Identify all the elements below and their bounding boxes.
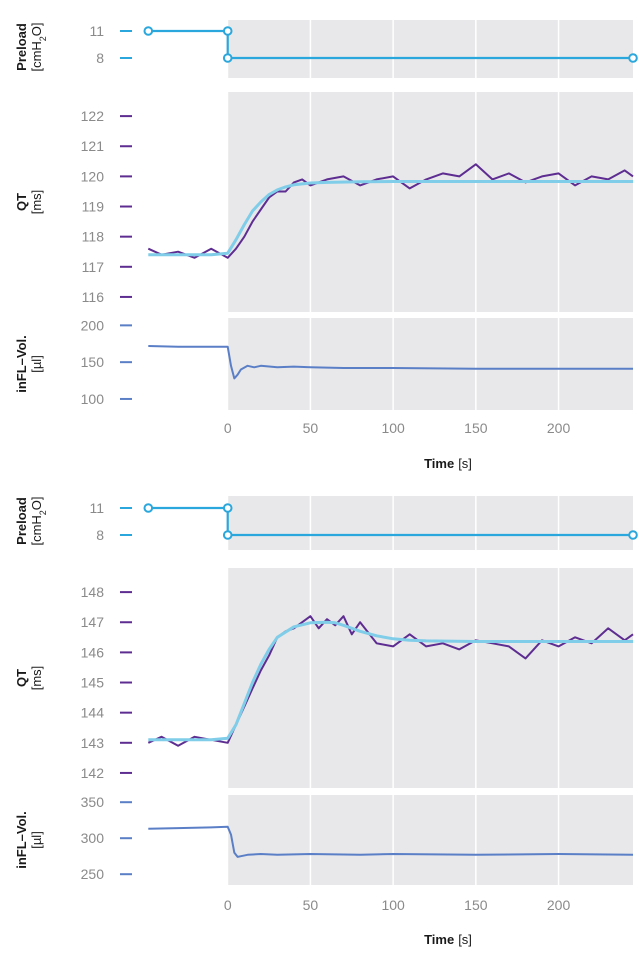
x-tick-label: 50 xyxy=(303,897,319,913)
qt-tick-label: 147 xyxy=(81,614,105,630)
volume-tick-label: 300 xyxy=(81,830,105,846)
volume-tick-label: 350 xyxy=(81,794,105,810)
qt-tick-label: 143 xyxy=(81,735,105,751)
volume-plot-area xyxy=(227,795,634,885)
volume-plot-area xyxy=(227,318,634,410)
preload-marker xyxy=(143,503,154,513)
volume-ylabel: inFL–Vol. [µl] xyxy=(14,335,44,393)
qt-tick-label: 116 xyxy=(82,289,105,305)
x-tick-label: 0 xyxy=(224,897,232,913)
qt-tick-label: 122 xyxy=(81,108,105,124)
x-axis-label-unit: [s] xyxy=(458,932,472,947)
x-tick-label: 200 xyxy=(547,420,571,436)
x-tick-label: 100 xyxy=(381,897,405,913)
volume-tick-label: 150 xyxy=(81,354,105,370)
preload-marker xyxy=(222,503,233,513)
preload-plot-area xyxy=(227,496,634,550)
qt-fit-line xyxy=(148,620,633,742)
x-tick-label: 100 xyxy=(381,420,405,436)
preload-plot-area xyxy=(227,20,634,78)
volume-tick-label: 100 xyxy=(81,391,105,407)
qt-ylabel: QT [ms] xyxy=(14,190,44,215)
preload-ylabel-unit-part: O] xyxy=(29,22,44,36)
qt-ylabel-unit: [ms] xyxy=(29,190,44,215)
preload-ylabel-unit: [cmH2O] xyxy=(29,22,48,71)
preload-line xyxy=(148,506,633,537)
qt-ylabel-text: QT xyxy=(14,669,29,687)
figure-2: 11 8 Preload [cmH2O] 148 147 146 145 144 143 142 QT… xyxy=(14,496,638,947)
qt-fit-line xyxy=(148,180,633,257)
preload-marker xyxy=(222,530,233,540)
qt-ylabel: QT [ms] xyxy=(14,666,44,691)
x-axis-label: Time [s] xyxy=(424,932,472,947)
x-tick-label: 150 xyxy=(464,897,488,913)
preload-ylabel-unit-part: 2 xyxy=(38,36,48,41)
preload-tick-label: 8 xyxy=(96,527,104,543)
qt-tick-label: 121 xyxy=(81,138,105,154)
preload-ylabel-unit-part: [cmH xyxy=(29,41,44,71)
qt-plot-area xyxy=(227,92,634,312)
x-tick-label: 200 xyxy=(547,897,571,913)
preload-marker xyxy=(628,53,638,63)
x-tick-label: 0 xyxy=(224,420,232,436)
preload-ylabel-unit-part: [cmH xyxy=(29,515,44,545)
preload-line xyxy=(148,29,633,60)
volume-tick-label: 200 xyxy=(81,317,105,333)
preload-ylabel: Preload [cmH2O] xyxy=(14,22,48,71)
qt-ylabel-text: QT xyxy=(14,193,29,211)
x-axis-label: Time [s] xyxy=(424,456,472,471)
qt-ylabel-unit: [ms] xyxy=(29,666,44,691)
x-tick-label: 150 xyxy=(464,420,488,436)
preload-ylabel-unit-part: O] xyxy=(29,496,44,510)
qt-tick-label: 142 xyxy=(81,765,105,781)
preload-tick-label: 11 xyxy=(89,500,104,516)
volume-tick-label: 250 xyxy=(81,866,105,882)
preload-tick-label: 8 xyxy=(96,50,104,66)
volume-ylabel: inFL–Vol. [µl] xyxy=(14,811,44,869)
x-axis-label-text: Time xyxy=(424,932,454,947)
x-axis-label-text: Time xyxy=(424,456,454,471)
qt-tick-label: 144 xyxy=(81,705,105,721)
volume-ylabel-unit: [µl] xyxy=(29,355,44,373)
qt-tick-label: 146 xyxy=(81,644,105,660)
volume-ylabel-unit: [µl] xyxy=(29,831,44,849)
preload-ylabel-unit-part: 2 xyxy=(38,510,48,515)
volume-ylabel-text: inFL–Vol. xyxy=(14,811,29,869)
preload-ylabel-text: Preload xyxy=(14,497,29,545)
qt-tick-label: 118 xyxy=(82,229,105,245)
preload-tick-label: 11 xyxy=(89,23,104,39)
preload-marker xyxy=(222,53,233,63)
preload-marker xyxy=(628,530,638,540)
qt-plot-area xyxy=(227,568,634,788)
volume-ylabel-text: inFL–Vol. xyxy=(14,335,29,393)
qt-tick-label: 148 xyxy=(81,584,105,600)
volume-line xyxy=(148,825,634,858)
x-tick-label: 50 xyxy=(303,420,319,436)
preload-ylabel-text: Preload xyxy=(14,23,29,71)
volume-line xyxy=(148,345,633,380)
preload-marker xyxy=(222,26,233,36)
qt-tick-label: 119 xyxy=(82,199,105,215)
qt-tick-label: 120 xyxy=(81,168,105,184)
x-axis-label-unit: [s] xyxy=(458,456,472,471)
qt-tick-label: 117 xyxy=(82,259,105,275)
preload-ylabel-unit: [cmH2O] xyxy=(29,496,48,545)
preload-marker xyxy=(143,26,154,36)
preload-ylabel: Preload [cmH2O] xyxy=(14,496,48,545)
qt-tick-label: 145 xyxy=(81,675,105,691)
